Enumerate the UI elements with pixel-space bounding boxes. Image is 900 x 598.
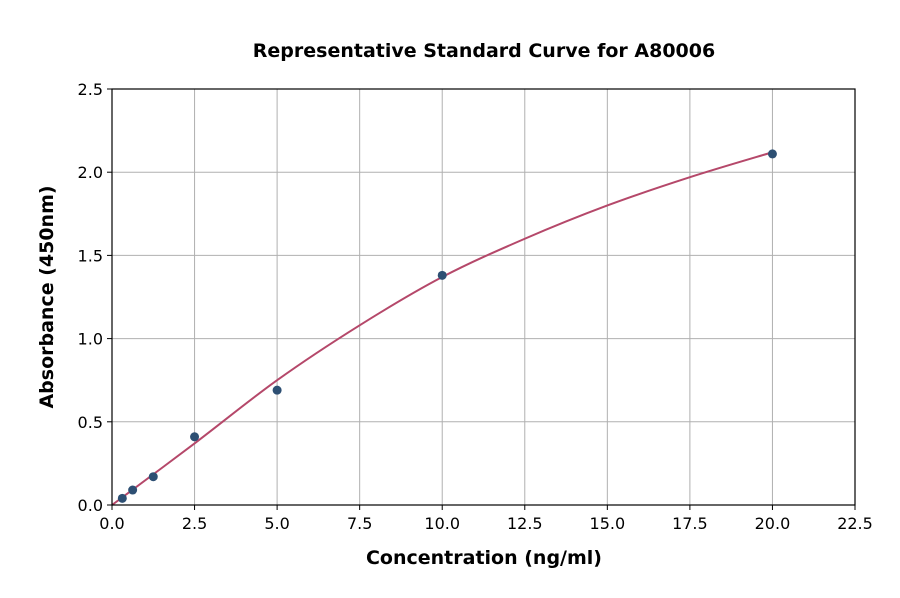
data-point <box>437 270 447 280</box>
y-tick-label: 2.0 <box>78 163 103 182</box>
data-point <box>767 149 777 159</box>
x-tick-label: 20.0 <box>755 514 791 533</box>
y-axis-label: Absorbance (450nm) <box>36 185 58 408</box>
y-tick-label: 1.5 <box>78 246 103 265</box>
plot-frame <box>111 88 856 506</box>
y-axis-ticks: 0.0 0.5 1.0 1.5 2.0 2.5 <box>78 80 112 515</box>
data-point <box>128 485 138 495</box>
grid <box>111 88 856 506</box>
x-tick-label: 12.5 <box>507 514 543 533</box>
x-axis-ticks: 0.0 2.5 5.0 7.5 10.0 12.5 15.0 17.5 20.0 22.5 <box>99 505 873 533</box>
y-tick-label: 0.5 <box>78 413 103 432</box>
x-tick-label: 0.0 <box>99 514 124 533</box>
y-tick-label: 0.0 <box>78 496 103 515</box>
data-point <box>117 493 127 503</box>
y-tick-label: 2.5 <box>78 80 103 99</box>
data-points <box>117 149 777 503</box>
x-tick-label: 7.5 <box>347 514 372 533</box>
data-point <box>272 385 282 395</box>
x-tick-label: 17.5 <box>672 514 708 533</box>
x-axis-label: Concentration (ng/ml) <box>366 547 602 569</box>
x-tick-label: 22.5 <box>837 514 873 533</box>
data-point <box>148 472 158 482</box>
x-tick-label: 10.0 <box>424 514 460 533</box>
x-tick-label: 15.0 <box>590 514 626 533</box>
x-tick-label: 5.0 <box>264 514 289 533</box>
data-point <box>190 432 200 442</box>
x-tick-label: 2.5 <box>182 514 207 533</box>
y-tick-label: 1.0 <box>78 330 103 349</box>
chart-title: Representative Standard Curve for A80006 <box>253 40 715 62</box>
